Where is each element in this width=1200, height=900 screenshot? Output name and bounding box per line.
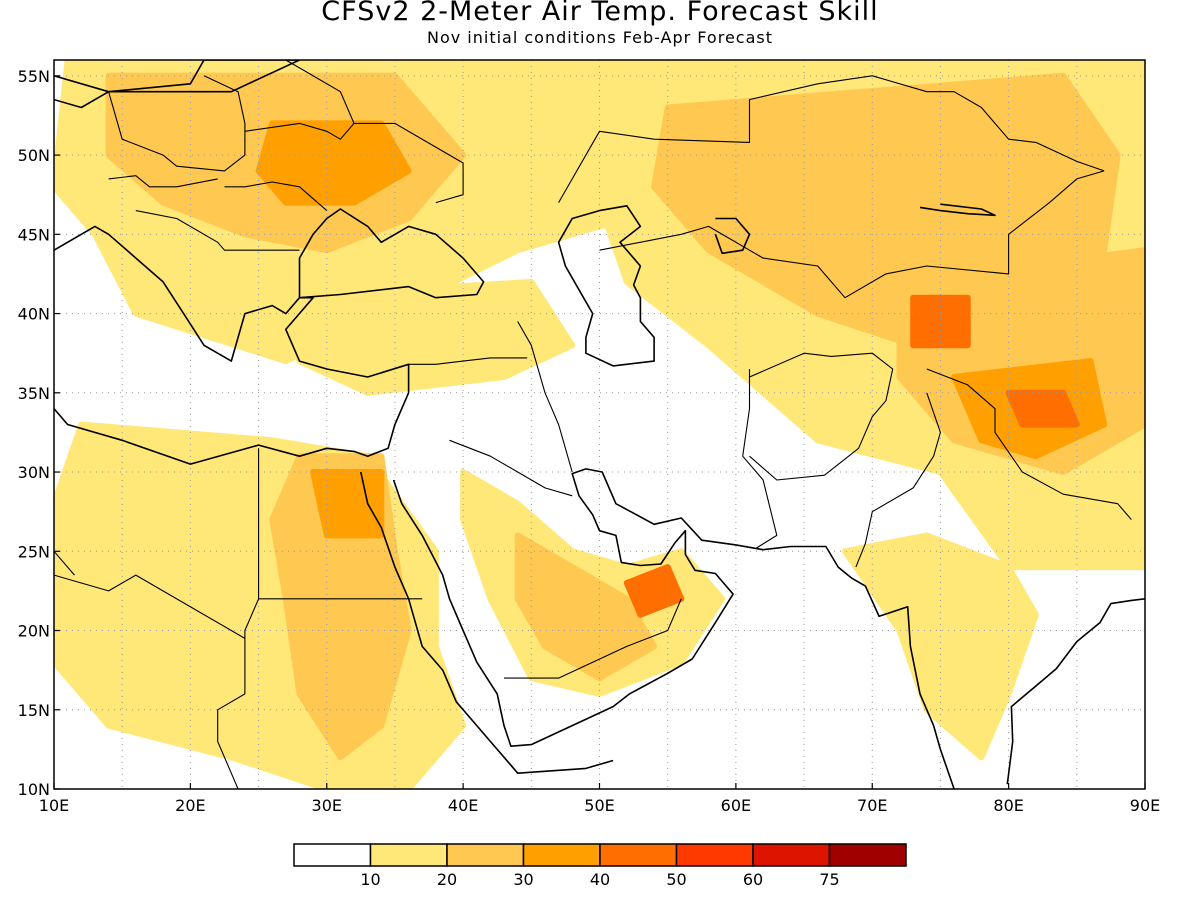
border-kazakh-north bbox=[558, 75, 1105, 203]
skill-shading-layer bbox=[54, 60, 1145, 789]
lon-tick-label: 80E bbox=[993, 796, 1023, 815]
skill-region-pamir bbox=[910, 294, 971, 349]
border-pakistan-india bbox=[855, 392, 941, 568]
coastline-black-sea bbox=[298, 208, 485, 299]
lon-tick-label: 10E bbox=[39, 796, 69, 815]
border-europe-2 bbox=[224, 181, 328, 212]
border-europe-5 bbox=[354, 122, 464, 204]
legend-swatch bbox=[752, 843, 831, 867]
coastline-mediterranean-north bbox=[54, 225, 410, 393]
lon-tick-label: 60E bbox=[721, 796, 751, 815]
map-title: CFSv2 2-Meter Air Temp. Forecast Skill bbox=[321, 0, 879, 27]
legend-label: 30 bbox=[513, 870, 533, 889]
lat-tick-label: 30N bbox=[18, 463, 50, 482]
lon-tick-label: 30E bbox=[312, 796, 342, 815]
coastline-caspian bbox=[557, 205, 655, 367]
lat-tick-label: 15N bbox=[18, 701, 50, 720]
legend-label: 40 bbox=[590, 870, 610, 889]
legend-label: 10 bbox=[360, 870, 380, 889]
coastline-europe-coast bbox=[54, 60, 301, 109]
lat-tick-label: 35N bbox=[18, 384, 50, 403]
border-africa-1 bbox=[54, 574, 246, 789]
coastline-balkhash bbox=[919, 203, 996, 217]
skill-region-central-arabia bbox=[514, 532, 658, 682]
lon-tick-label: 40E bbox=[448, 796, 478, 815]
skill-region-himalaya bbox=[1005, 389, 1080, 428]
legend-label: 60 bbox=[743, 870, 763, 889]
lat-tick-label: 40N bbox=[18, 305, 50, 324]
legend-swatch bbox=[599, 843, 678, 867]
longitude-axis: 10E 20E 30E 40E 50E 60E 70E 80E 90E bbox=[39, 783, 1160, 815]
color-legend: 10 20 30 40 50 60 75 bbox=[293, 843, 907, 889]
lon-tick-label: 20E bbox=[175, 796, 205, 815]
border-kazakh-south bbox=[599, 170, 1105, 299]
border-africa-2 bbox=[54, 550, 75, 576]
coastline-aral bbox=[714, 217, 751, 255]
lat-tick-label: 55N bbox=[18, 67, 50, 86]
border-libya-egypt bbox=[244, 448, 260, 639]
legend-swatch bbox=[369, 843, 448, 867]
skill-region-egypt-core bbox=[310, 469, 385, 539]
lat-tick-label: 50N bbox=[18, 146, 50, 165]
skill-region-india bbox=[842, 532, 1039, 761]
lat-tick-label: 20N bbox=[18, 622, 50, 641]
border-europe-3 bbox=[108, 175, 218, 188]
map-subtitle: Nov initial conditions Feb-Apr Forecast bbox=[426, 28, 773, 47]
coastline-red-sea-west bbox=[360, 471, 614, 775]
legend-swatch bbox=[675, 843, 754, 867]
border-afghan bbox=[749, 352, 894, 481]
legend-swatch bbox=[446, 843, 525, 867]
lat-tick-label: 45N bbox=[18, 225, 50, 244]
coastline-levant-egypt bbox=[54, 392, 410, 465]
border-iraq-saudi bbox=[449, 439, 573, 497]
border-saudi-yemen bbox=[504, 598, 682, 679]
lat-tick-label: 10N bbox=[18, 780, 50, 799]
border-turkey-syria bbox=[408, 357, 528, 365]
legend-swatch bbox=[293, 843, 372, 867]
border-china-india bbox=[926, 368, 1132, 520]
border-europe-1 bbox=[108, 75, 246, 172]
border-europe-6 bbox=[244, 60, 355, 140]
legend-label: 20 bbox=[437, 870, 457, 889]
lon-tick-label: 90E bbox=[1130, 796, 1160, 815]
border-europe-4 bbox=[135, 210, 300, 251]
border-iran-west bbox=[517, 321, 573, 473]
legend-label: 75 bbox=[819, 870, 839, 889]
legend-swatch bbox=[522, 843, 601, 867]
lon-tick-label: 70E bbox=[857, 796, 887, 815]
coastline-red-sea-east-arabia bbox=[392, 468, 955, 789]
border-iran-east bbox=[742, 369, 778, 549]
coastlines-and-borders bbox=[54, 60, 1145, 789]
latitude-axis: 55N 50N 45N 40N 35N 30N 25N 20N 15N 10N bbox=[18, 67, 60, 799]
legend-label: 50 bbox=[666, 870, 686, 889]
lon-tick-label: 50E bbox=[584, 796, 614, 815]
coastline-india-east bbox=[1006, 598, 1145, 785]
lat-tick-label: 25N bbox=[18, 542, 50, 561]
legend-swatch bbox=[828, 843, 907, 867]
